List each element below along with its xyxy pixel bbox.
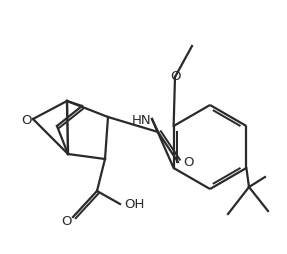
Text: HN: HN	[131, 113, 151, 126]
Text: O: O	[21, 113, 31, 126]
Text: O: O	[183, 156, 193, 169]
Text: OH: OH	[124, 198, 144, 211]
Text: O: O	[62, 215, 72, 228]
Text: O: O	[171, 70, 181, 83]
